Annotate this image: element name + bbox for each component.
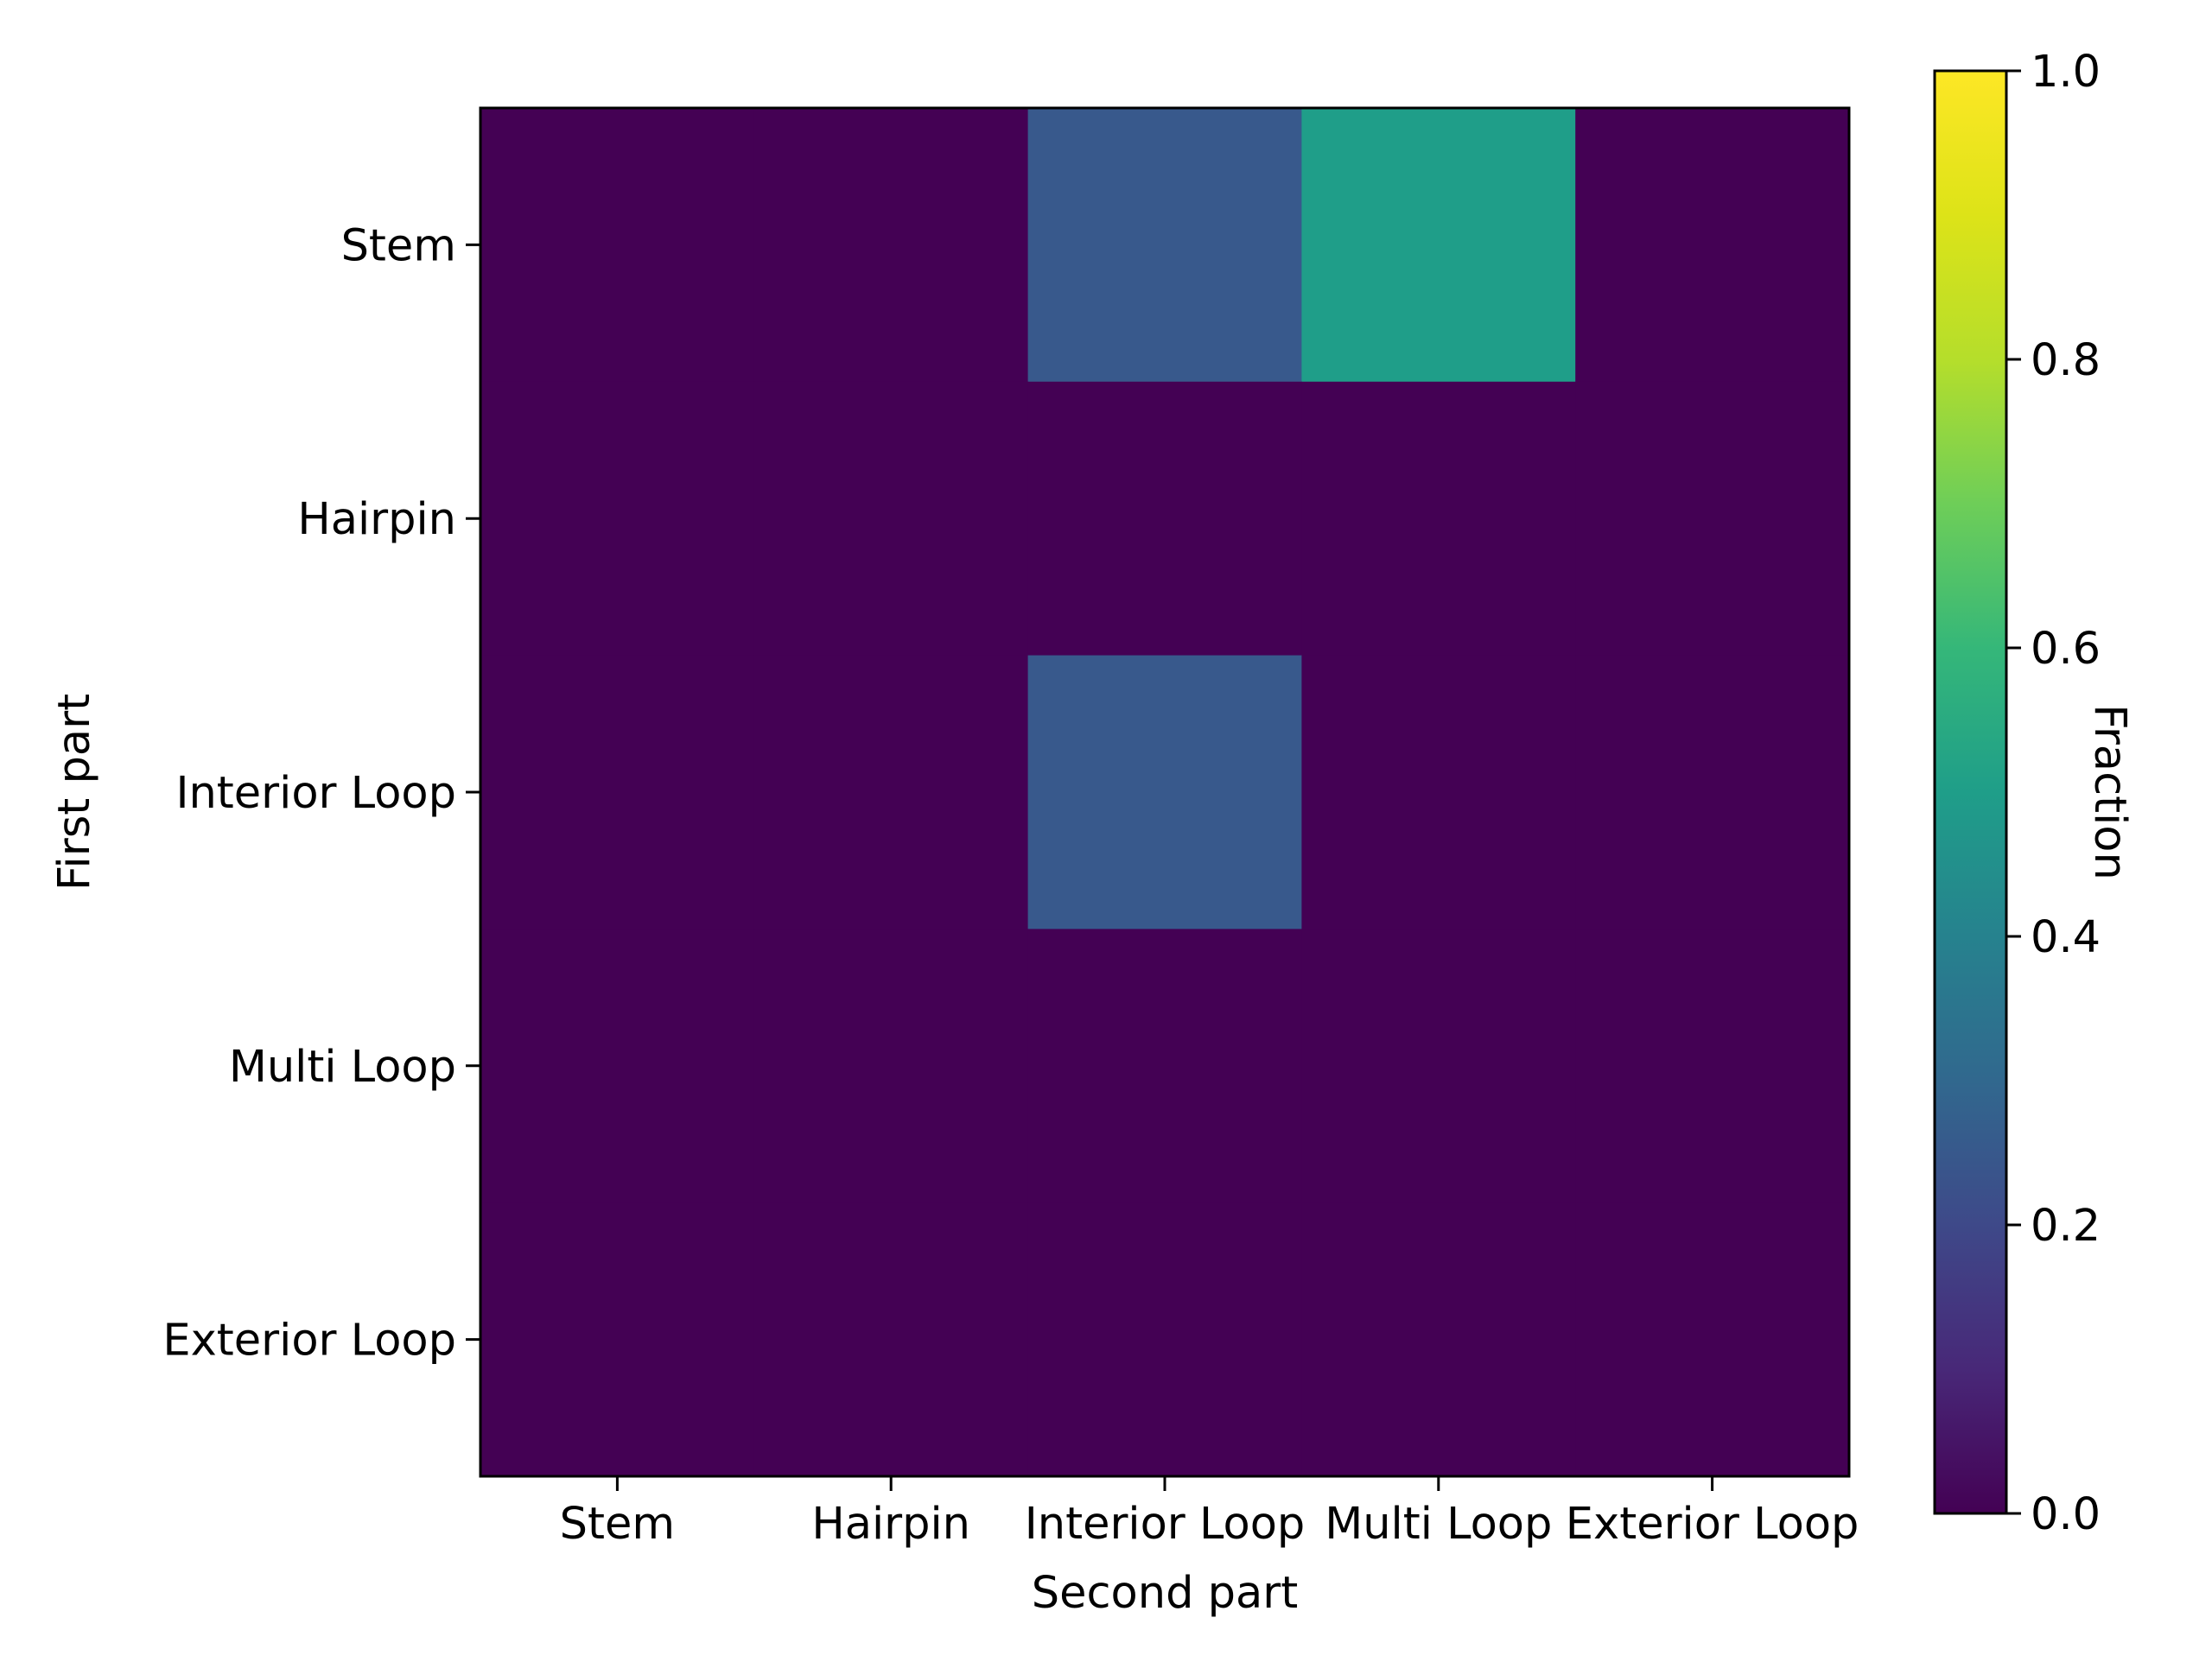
y-tick-label: Stem <box>341 220 456 271</box>
x-tick-label: Interior Loop <box>1025 1499 1306 1550</box>
x-tick-label: Exterior Loop <box>1566 1499 1859 1550</box>
heatmap-cell <box>1027 655 1302 929</box>
y-tick-label: Multi Loop <box>229 1042 456 1093</box>
x-tick-label: Multi Loop <box>1325 1499 1552 1550</box>
colorbar <box>1933 69 2008 1515</box>
heatmap-cell <box>480 929 755 1203</box>
heatmap-cell <box>753 108 1029 383</box>
heatmap-cell <box>480 1202 755 1477</box>
y-tick-label: Exterior Loop <box>162 1316 456 1367</box>
heatmap-cell <box>753 381 1029 657</box>
heatmap-cells <box>480 108 1850 1477</box>
heatmap-cell <box>1575 655 1850 929</box>
heatmap-cell <box>753 929 1029 1203</box>
colorbar-tick-label: 0.0 <box>2031 1489 2101 1540</box>
colorbar-axis: 0.0 0.2 0.4 0.6 0.8 1.0 <box>2006 47 2101 1540</box>
heatmap-cell <box>753 655 1029 929</box>
heatmap-cell <box>1301 655 1576 929</box>
heatmap-cell <box>1027 929 1302 1203</box>
x-axis-label: Second part <box>1032 1568 1299 1619</box>
heatmap-cell <box>1575 929 1850 1203</box>
heatmap-cell <box>1575 108 1850 383</box>
heatmap-cell <box>1301 108 1576 383</box>
heatmap-cell <box>1301 929 1576 1203</box>
heatmap-cell <box>1027 108 1302 383</box>
y-axis-label: First part <box>49 694 100 891</box>
heatmap-cell <box>753 1202 1029 1477</box>
heatmap-cell <box>1575 1202 1850 1477</box>
y-tick-label: Hairpin <box>297 494 456 545</box>
heatmap-cell <box>1027 381 1302 657</box>
heatmap-cell <box>1575 381 1850 657</box>
heatmap-cell <box>1027 1202 1302 1477</box>
x-tick-label: Hairpin <box>811 1499 970 1550</box>
heatmap-cell <box>480 108 755 383</box>
heatmap-cell <box>480 381 755 657</box>
colorbar-tick-label: 0.6 <box>2031 624 2101 675</box>
colorbar-label: Fraction <box>2084 704 2135 880</box>
colorbar-tick-label: 1.0 <box>2031 47 2101 98</box>
y-tick-label: Interior Loop <box>175 768 456 819</box>
heatmap-cell <box>1301 1202 1576 1477</box>
y-axis: Stem Hairpin Interior Loop Multi Loop Exteri… <box>162 220 480 1367</box>
heatmap-cell <box>480 655 755 929</box>
colorbar-tick-label: 0.4 <box>2031 912 2101 963</box>
x-tick-label: Stem <box>560 1499 675 1550</box>
heatmap-cell <box>1301 381 1576 657</box>
colorbar-tick-label: 0.8 <box>2031 335 2101 386</box>
x-axis: Stem Hairpin Interior Loop Multi Loop Exteri… <box>560 1476 1859 1550</box>
colorbar-tick-label: 0.2 <box>2031 1201 2101 1252</box>
